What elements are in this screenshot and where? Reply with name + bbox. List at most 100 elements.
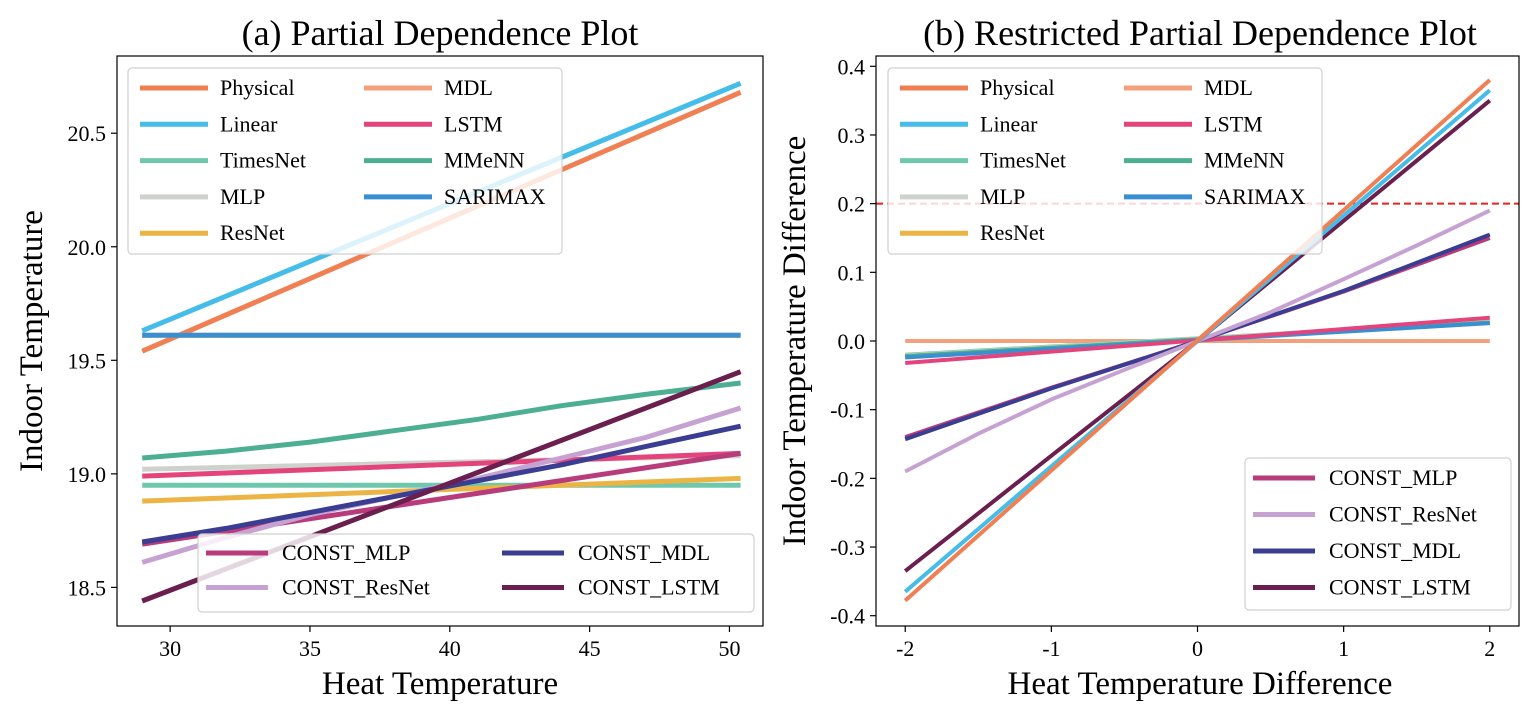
- panel-title: (a) Partial Dependence Plot: [242, 13, 639, 53]
- y-tick-label: 20.0: [68, 235, 107, 260]
- legend-label: CONST_LSTM: [578, 575, 720, 600]
- x-axis-title: Heat Temperature: [322, 666, 558, 702]
- series-line-lstm: [142, 450, 741, 479]
- legend-item-mlp: MLP: [900, 184, 1025, 209]
- series-line-const-mlp: [141, 450, 741, 547]
- legend-item-sarimax: SARIMAX: [364, 184, 546, 209]
- legend-item-physical: Physical: [900, 75, 1055, 100]
- y-tick-label: 0.0: [838, 329, 866, 354]
- panel-title: (b) Restricted Partial Dependence Plot: [923, 13, 1477, 53]
- legend-label: CONST_MDL: [578, 540, 710, 565]
- legend-label: CONST_LSTM: [1329, 575, 1471, 600]
- legend-label: TimesNet: [980, 148, 1066, 173]
- legend-label: MLP: [980, 184, 1025, 209]
- x-axis-title: Heat Temperature Difference: [1008, 666, 1393, 702]
- legend-item-const-mdl: CONST_MDL: [1253, 538, 1461, 563]
- y-tick-label: 19.5: [68, 348, 107, 373]
- x-tick-label: 45: [579, 636, 601, 661]
- legend-label: MDL: [444, 75, 493, 100]
- legend-item-mdl: MDL: [1124, 75, 1253, 100]
- legend-label: CONST_MDL: [1329, 538, 1461, 563]
- legend-box: [1244, 457, 1512, 611]
- legend-top-left: Physical Linear TimesNet MLP ResNet MDL LSTM MM…: [127, 67, 563, 255]
- legend-label: Physical: [220, 75, 295, 100]
- plot-frame: [875, 55, 1520, 627]
- legend-item-const-mlp: CONST_MLP: [1253, 465, 1457, 490]
- legend-item-sarimax: SARIMAX: [1124, 184, 1306, 209]
- legend-item-physical: Physical: [140, 75, 295, 100]
- legend-item-timesnet: TimesNet: [140, 148, 306, 173]
- legend-label: LSTM: [444, 111, 503, 136]
- legend-box: [887, 67, 1323, 255]
- y-ticks: -0.4 -0.3 -0.2 -0.1 0.0 0.1 0.2 0.3 0.4: [830, 54, 876, 629]
- y-axis-title: Indoor Temperature Difference: [777, 136, 813, 547]
- y-tick-label: 19.0: [68, 462, 107, 487]
- y-ticks: 18.5 19.0 19.5 20.0 20.5: [68, 121, 117, 600]
- y-tick-label: -0.4: [830, 604, 865, 629]
- legend-layer: Physical Linear TimesNet MLP ResNet MDL LSTM MM…: [127, 67, 755, 613]
- y-tick-label: 20.5: [68, 121, 107, 146]
- legend-label: SARIMAX: [444, 184, 546, 209]
- legend-label: CONST_ResNet: [1329, 502, 1477, 527]
- legend-item-mlp: MLP: [140, 184, 265, 209]
- legend-item-const-resnet: CONST_ResNet: [206, 575, 430, 600]
- legend-item-linear: Linear: [900, 111, 1038, 136]
- x-tick-label: 30: [159, 636, 181, 661]
- y-tick-label: 0.3: [838, 123, 866, 148]
- legend-label: CONST_MLP: [1329, 465, 1457, 490]
- legend-item-mdl: MDL: [364, 75, 493, 100]
- legend-label: Physical: [980, 75, 1055, 100]
- series-line-mmenn: [141, 380, 741, 461]
- legend-label: SARIMAX: [1204, 184, 1306, 209]
- legend-label: LSTM: [1204, 111, 1263, 136]
- legend-item-linear: Linear: [140, 111, 278, 136]
- legend-box: [197, 533, 755, 613]
- y-tick-label: -0.1: [830, 398, 865, 423]
- legend-item-const-lstm: CONST_LSTM: [1253, 575, 1471, 600]
- x-ticks: 30 35 40 45 50: [159, 626, 740, 661]
- legend-item-const-resnet: CONST_ResNet: [1253, 502, 1477, 527]
- plot-frame: [116, 55, 764, 627]
- x-tick-label: 35: [299, 636, 321, 661]
- panel-restricted-partial-dependence: (b) Restricted Partial Dependence Plot -…: [777, 13, 1520, 702]
- y-tick-label: 0.1: [838, 260, 866, 285]
- legend-item-lstm: LSTM: [1124, 111, 1263, 136]
- x-tick-label: 2: [1484, 636, 1495, 661]
- x-tick-label: 0: [1192, 636, 1203, 661]
- series-layer: [903, 78, 1492, 603]
- legend-item-const-mlp: CONST_MLP: [206, 540, 410, 565]
- legend-item-resnet: ResNet: [140, 220, 285, 245]
- legend-label: MDL: [1204, 75, 1253, 100]
- legend-item-timesnet: TimesNet: [900, 148, 1066, 173]
- y-tick-label: -0.3: [830, 535, 865, 560]
- legend-box: [127, 67, 563, 255]
- legend-item-mmenn: MMeNN: [1124, 148, 1285, 173]
- legend-item-const-mdl: CONST_MDL: [502, 540, 710, 565]
- legend-item-lstm: LSTM: [364, 111, 503, 136]
- legend-item-const-lstm: CONST_LSTM: [502, 575, 720, 600]
- x-tick-label: 1: [1338, 636, 1349, 661]
- x-tick-label: -1: [1042, 636, 1060, 661]
- legend-label: MMeNN: [1204, 148, 1285, 173]
- legend-label: MLP: [220, 184, 265, 209]
- legend-label: CONST_ResNet: [282, 575, 430, 600]
- x-tick-label: 40: [439, 636, 461, 661]
- legend-label: ResNet: [980, 220, 1045, 245]
- legend-lower-right: CONST_MLP CONST_ResNet CONST_MDL CONST_LSTM: [197, 533, 755, 613]
- legend-item-resnet: ResNet: [900, 220, 1045, 245]
- legend-label: CONST_MLP: [282, 540, 410, 565]
- y-tick-label: -0.2: [830, 466, 865, 491]
- legend-label: Linear: [980, 111, 1038, 136]
- y-axis-title: Indoor Temperature: [14, 210, 50, 472]
- x-tick-label: -2: [896, 636, 914, 661]
- panel-partial-dependence: (a) Partial Dependence Plot 30 35 40 45 50 1…: [14, 13, 764, 702]
- legend-label: TimesNet: [220, 148, 306, 173]
- legend-top-left: Physical Linear TimesNet MLP ResNet MDL LSTM MM…: [887, 67, 1323, 255]
- legend-label: MMeNN: [444, 148, 525, 173]
- legend-label: ResNet: [220, 220, 285, 245]
- y-tick-label: 18.5: [68, 575, 107, 600]
- legend-layer: Physical Linear TimesNet MLP ResNet MDL LSTM MM…: [887, 67, 1512, 611]
- x-ticks: -2 -1 0 1 2: [896, 626, 1495, 661]
- legend-item-mmenn: MMeNN: [364, 148, 525, 173]
